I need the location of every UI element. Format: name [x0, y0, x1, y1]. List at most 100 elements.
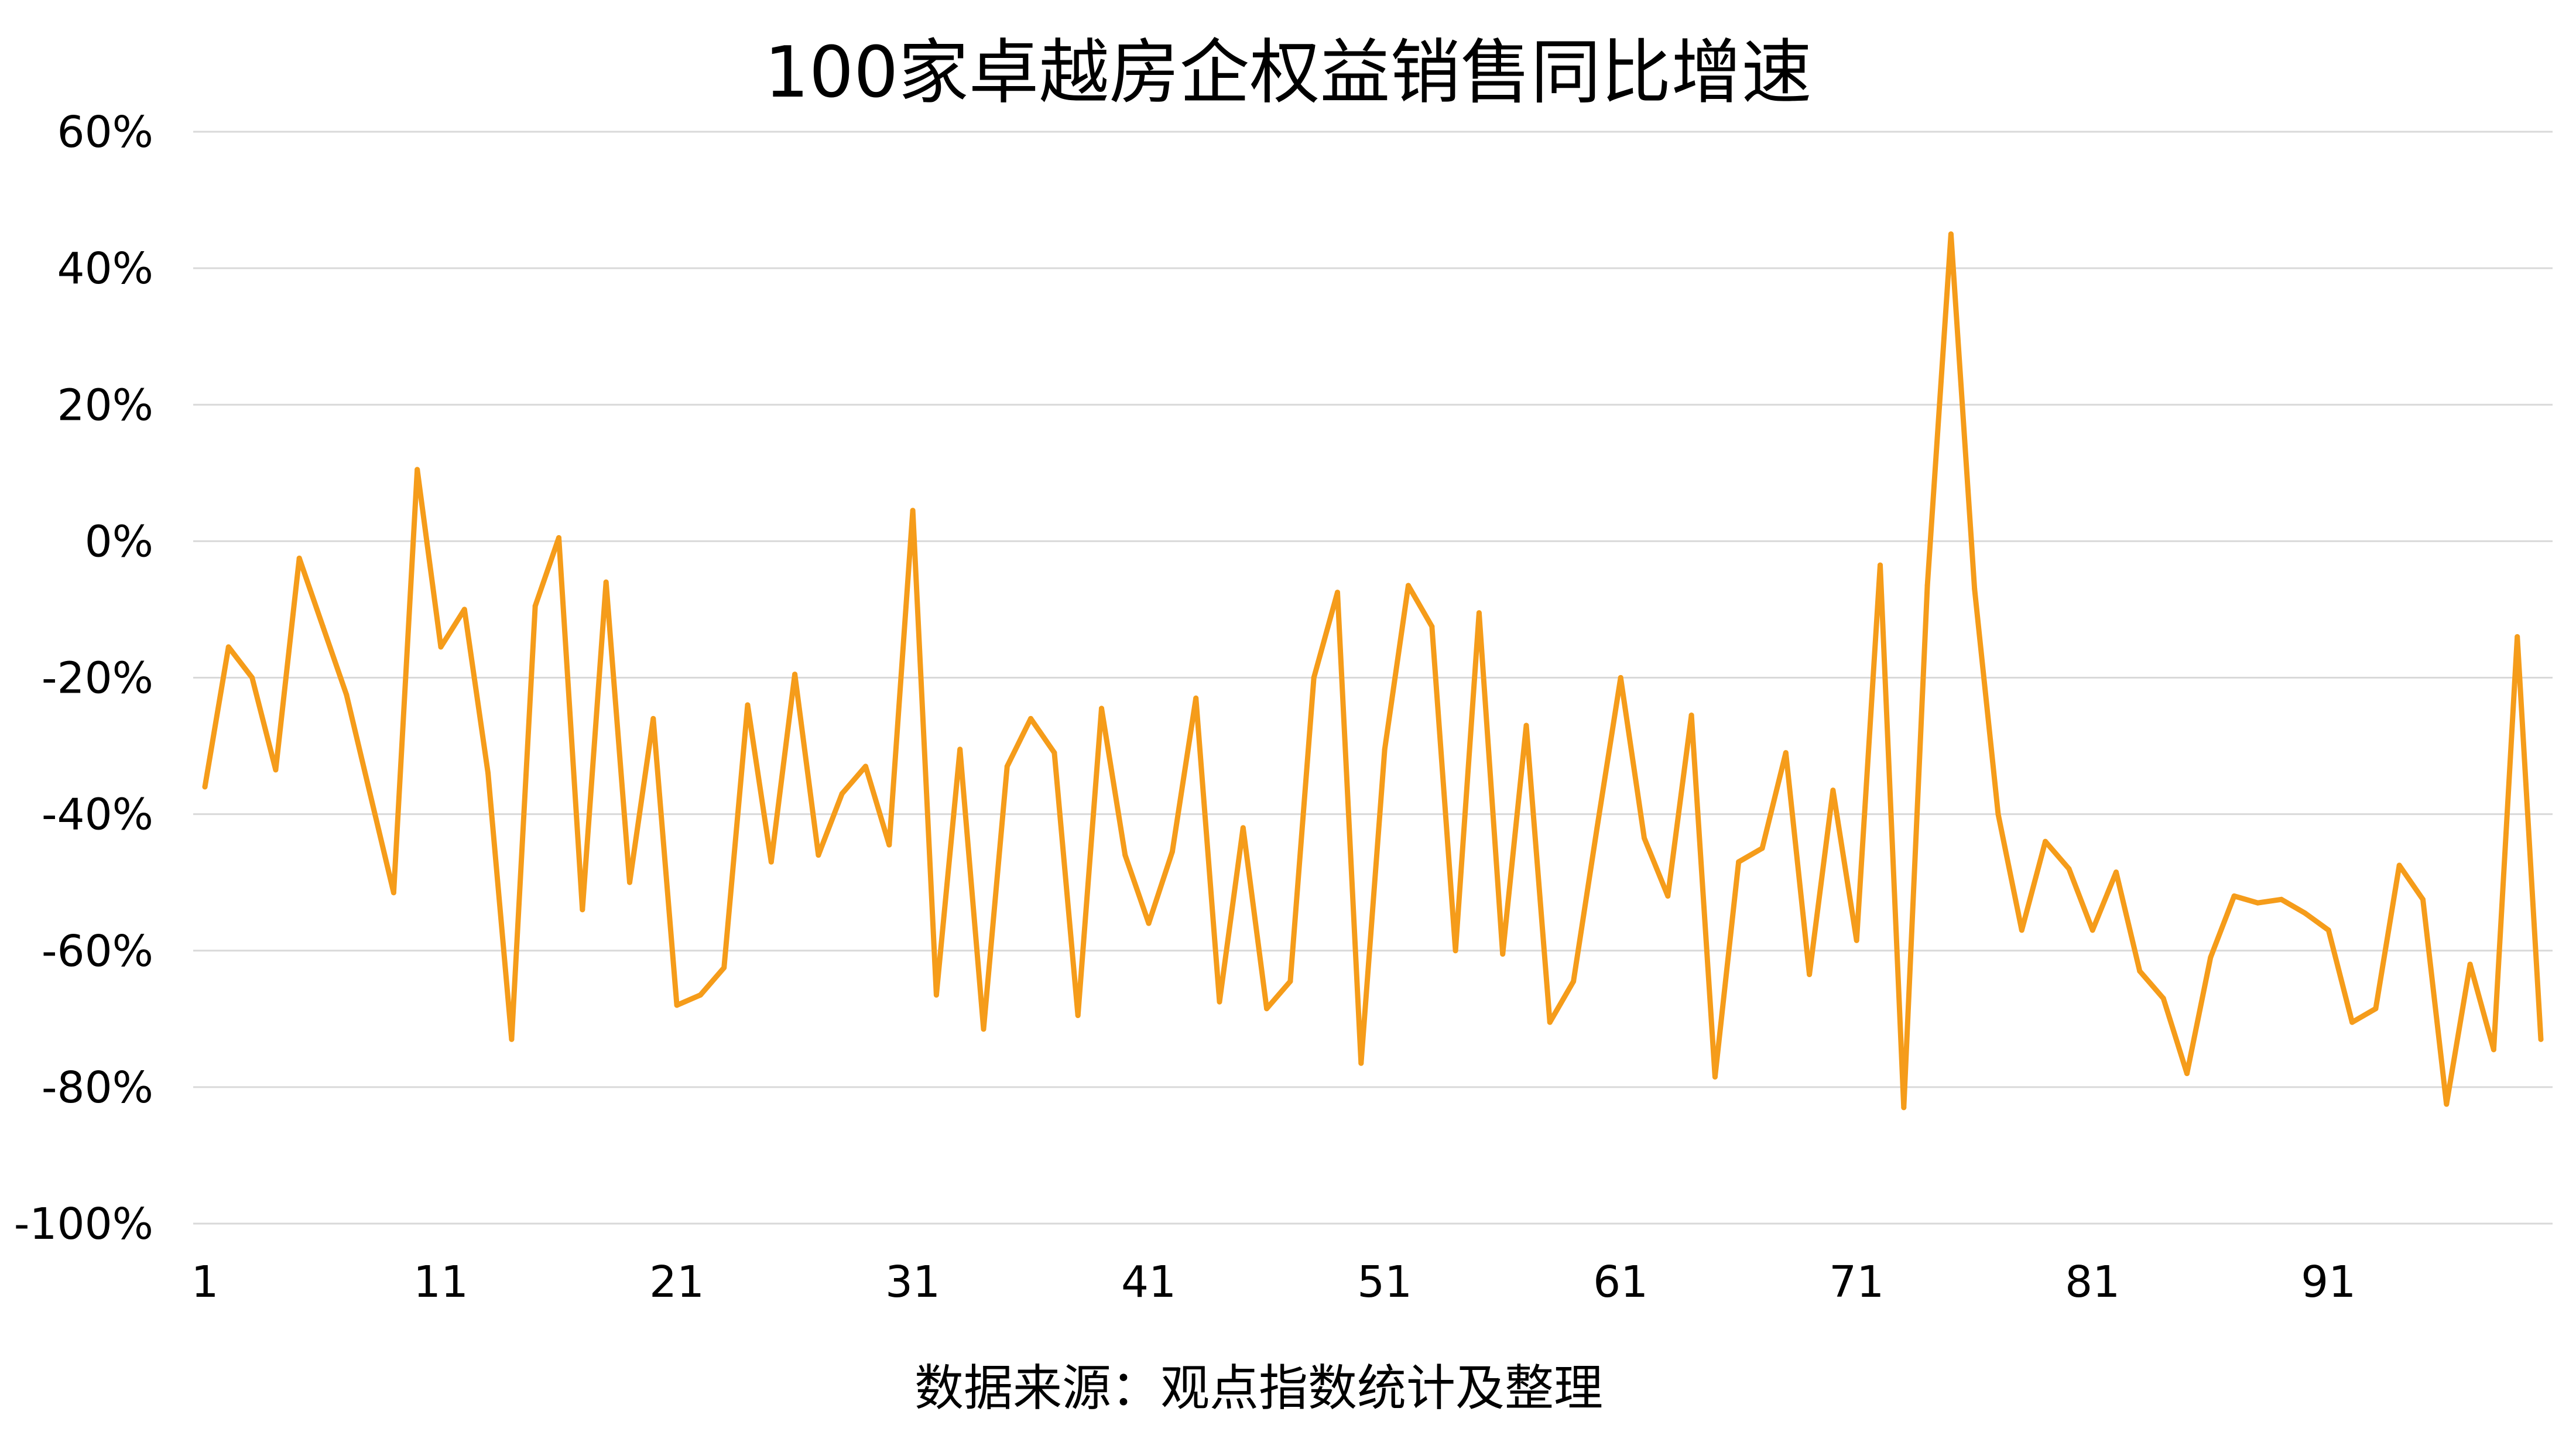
data-point: [320, 624, 326, 629]
data-point: [461, 607, 467, 612]
data-point: [2255, 900, 2260, 906]
data-point: [768, 859, 774, 865]
data-point: [1571, 978, 1577, 984]
y-tick-label: -80%: [42, 1063, 153, 1113]
data-point: [367, 791, 373, 797]
data-point: [1217, 999, 1222, 1005]
data-point: [1948, 231, 1954, 237]
data-point: [2208, 954, 2214, 960]
chart-title: 100家卓越房企权益销售同比增速: [764, 32, 1811, 114]
data-point: [1665, 893, 1671, 899]
data-point: [1854, 937, 1859, 943]
data-point: [1830, 787, 1836, 793]
data-point: [2160, 995, 2166, 1001]
data-point: [2349, 1019, 2355, 1025]
y-tick-label: -20%: [42, 653, 153, 704]
data-point: [721, 965, 727, 971]
data-point: [1736, 859, 1742, 865]
data-point: [485, 770, 491, 776]
y-tick-label: 60%: [57, 107, 153, 157]
data-point: [1618, 675, 1623, 680]
data-point: [556, 535, 561, 540]
data-point: [249, 675, 255, 680]
data-point: [1523, 722, 1529, 728]
data-point: [1429, 624, 1435, 629]
data-point: [1547, 1019, 1553, 1025]
data-point: [674, 1002, 680, 1008]
data-point: [1287, 978, 1293, 984]
x-tick-label: 81: [2065, 1257, 2120, 1307]
data-point: [1146, 920, 1152, 926]
data-point: [1193, 696, 1199, 701]
data-point: [1004, 763, 1010, 769]
data-point: [2325, 927, 2331, 933]
data-point: [2137, 968, 2143, 974]
y-tick-label: -40%: [42, 790, 153, 840]
data-point: [650, 715, 656, 721]
x-tick-label: 11: [413, 1257, 468, 1307]
data-point: [1972, 586, 1978, 592]
x-tick-label: 1: [191, 1257, 218, 1307]
data-point: [415, 467, 420, 472]
data-point: [2467, 961, 2473, 967]
data-point: [1594, 825, 1600, 831]
data-point: [2444, 1101, 2450, 1107]
x-tick-label: 71: [1829, 1257, 1884, 1307]
data-point: [627, 879, 632, 885]
y-tick-label: -60%: [42, 926, 153, 977]
data-point: [202, 784, 208, 790]
data-point: [2491, 1047, 2496, 1053]
x-axis-tick-labels: 1 11 21 31 41 51 61 71 81 91: [191, 1257, 2356, 1307]
data-point: [839, 791, 845, 797]
data-point: [532, 603, 538, 609]
data-point: [2279, 896, 2284, 902]
data-point: [1995, 811, 2001, 817]
y-tick-label: 40%: [57, 244, 153, 294]
data-point: [863, 763, 868, 769]
data-point: [910, 508, 916, 513]
data-point: [1688, 712, 1694, 718]
data-point: [981, 1026, 986, 1032]
data-point: [390, 890, 396, 896]
data-point: [1476, 610, 1482, 616]
source-annotation: 数据来源：观点指数统计及整理: [914, 1359, 1603, 1417]
data-point: [2019, 927, 2025, 933]
data-point: [1382, 746, 1388, 752]
x-tick-label: 31: [885, 1257, 940, 1307]
data-point: [509, 1036, 515, 1042]
data-point: [886, 842, 892, 848]
data-point: [603, 579, 609, 585]
data-point: [438, 644, 444, 650]
data-point: [2420, 896, 2426, 902]
data-point: [296, 556, 302, 561]
data-point: [1783, 750, 1789, 756]
data-point: [816, 852, 821, 858]
data-point: [1924, 583, 1930, 588]
y-axis-tick-labels: 60% 40% 20% 0% -20% -40% -60% -80% -100%: [14, 107, 153, 1249]
data-point: [2043, 838, 2049, 844]
data-point: [1500, 951, 1506, 957]
data-point: [745, 702, 751, 708]
data-point: [1075, 1013, 1081, 1018]
data-point: [697, 992, 703, 998]
data-point: [2515, 634, 2520, 640]
data-point: [225, 644, 231, 650]
data-point: [2066, 866, 2072, 872]
data-point: [2231, 893, 2237, 899]
data-point: [2538, 1036, 2544, 1042]
data-point: [344, 692, 350, 698]
data-point: [1642, 835, 1647, 841]
gridlines: [193, 131, 2553, 1225]
series-line: [202, 231, 2544, 1111]
data-point: [1169, 849, 1175, 855]
data-point: [1099, 705, 1104, 711]
data-point: [2113, 869, 2119, 875]
data-point: [1335, 590, 1340, 595]
data-point: [2302, 910, 2308, 916]
data-point: [2373, 1006, 2379, 1012]
y-tick-label: 0%: [85, 516, 153, 567]
data-point: [1028, 715, 1034, 721]
y-tick-label: -100%: [14, 1199, 153, 1249]
